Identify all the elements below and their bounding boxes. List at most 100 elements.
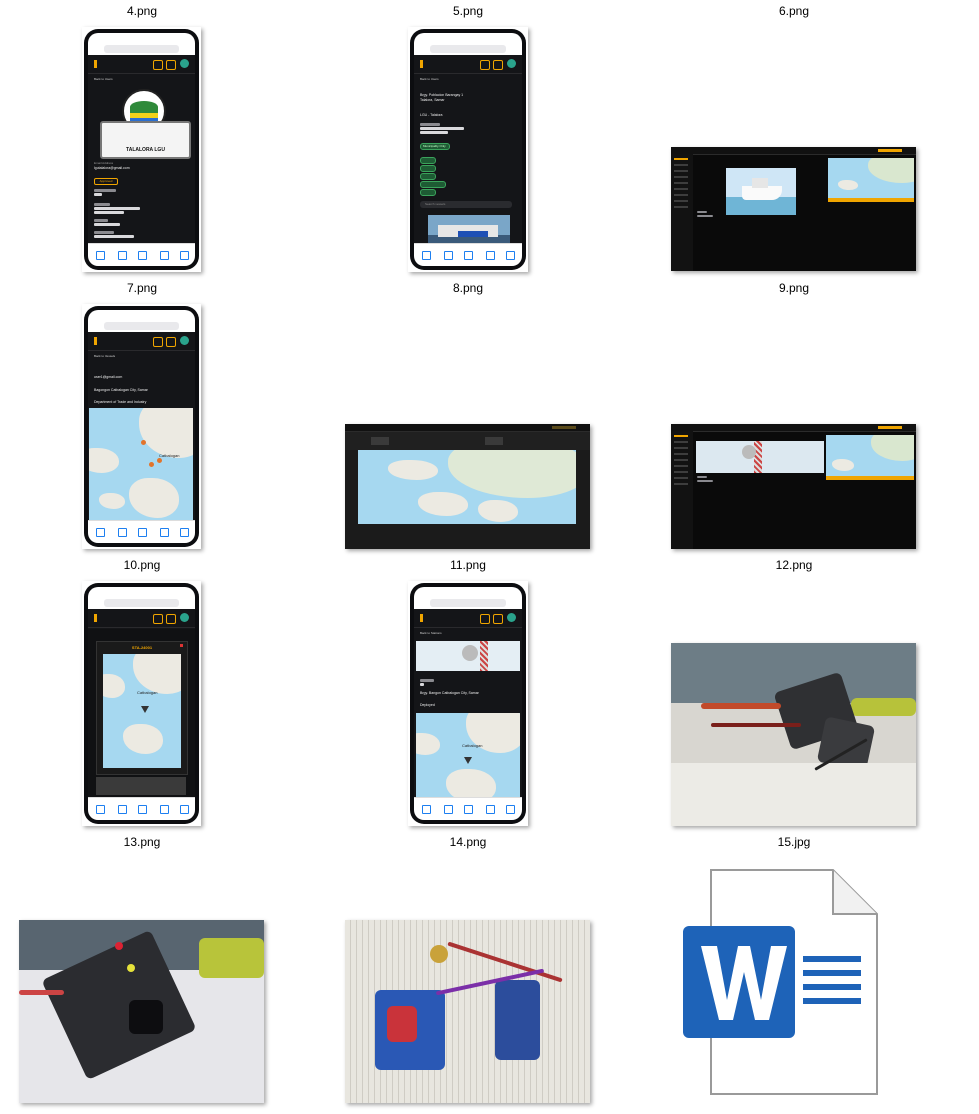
safari-toolbar <box>88 520 195 543</box>
thumbnail-10[interactable]: Back to Vessels user1@gmail.com Bagongon… <box>82 304 201 549</box>
tag-fishing <box>420 157 436 164</box>
email-value: user1@gmail.com <box>94 375 123 379</box>
phone-screen: STA-24001 Catbalogan <box>88 587 195 820</box>
safari-bar <box>414 587 522 609</box>
phone-screen: Back to Vessels user1@gmail.com Bagongon… <box>88 310 195 543</box>
vessel-map: Catbalogan <box>89 408 193 522</box>
email-label: Email Address <box>94 161 114 165</box>
app-header <box>414 609 522 628</box>
desktop-topbar <box>671 424 916 432</box>
safari-bar <box>414 33 522 55</box>
thumbnail-16[interactable] <box>19 920 264 1103</box>
file-label-11[interactable]: 11.png <box>450 558 486 572</box>
avatar <box>507 59 516 68</box>
search-input[interactable]: Search vessels <box>420 201 512 208</box>
safari-toolbar <box>88 797 195 820</box>
avatar <box>507 613 516 622</box>
thumbnail-17[interactable] <box>345 920 590 1103</box>
map-panel <box>826 435 914 476</box>
map-status-bar <box>826 476 914 480</box>
phone-screen: Back to Users Brgy. Poblacion Barangay 1… <box>414 33 522 266</box>
app-header <box>88 609 195 628</box>
thumbnail-8[interactable]: Back to Users Brgy. Poblacion Barangay 1… <box>408 27 528 272</box>
status-value: Deployed <box>420 703 435 707</box>
station-map: Catbalogan <box>103 654 181 768</box>
full-map <box>358 450 576 524</box>
address-block: Brgy. Poblacion Barangay 1 Talalora, Sam… <box>420 93 463 103</box>
map-place-label: Catbalogan <box>462 743 483 748</box>
station-map: Catbalogan <box>416 713 520 801</box>
map-place-label: Catbalogan <box>137 690 158 695</box>
agency-value: Department of Trade and Industry <box>94 400 147 404</box>
thumbnail-13[interactable]: STA-24001 Catbalogan <box>82 581 201 826</box>
avatar <box>180 336 189 345</box>
desktop-sidebar <box>671 431 693 549</box>
file-label-15[interactable]: 15.jpg <box>777 835 811 849</box>
back-link: Back to Vessels <box>94 354 116 358</box>
map-toolbar <box>345 432 590 450</box>
status-badge: Approved <box>94 178 118 185</box>
map-status-bar <box>828 198 914 202</box>
safari-bar <box>88 310 195 332</box>
back-link: Back to Users <box>420 77 439 81</box>
file-label-8[interactable]: 8.png <box>452 281 484 295</box>
map-panel <box>828 158 914 198</box>
app-header <box>88 55 195 74</box>
thumbnail-15[interactable] <box>671 643 916 826</box>
app-header <box>88 332 195 351</box>
vessel-marker[interactable] <box>141 440 146 445</box>
desktop-topbar <box>345 424 590 432</box>
tag-private <box>420 165 436 172</box>
tag-transportation <box>420 181 446 188</box>
thumbnail-strip <box>96 777 186 795</box>
address-value: Brgy. Bangon Catbalogan City, Samar <box>420 691 479 695</box>
station-photo <box>696 441 824 473</box>
file-label-7[interactable]: 7.png <box>126 281 158 295</box>
station-id: STA-24001 <box>131 645 153 650</box>
file-label-4[interactable]: 4.png <box>126 4 158 18</box>
app-header <box>414 55 522 74</box>
back-link: Back to Users <box>94 77 113 81</box>
back-link: Back to Stations <box>420 631 442 635</box>
file-label-14[interactable]: 14.png <box>449 835 487 849</box>
thumbnail-18[interactable] <box>683 868 879 1096</box>
thumbnail-7[interactable]: Back to Users TALALORA LGU Email Address… <box>82 27 201 272</box>
avatar <box>180 613 189 622</box>
thumbnail-11[interactable] <box>345 424 590 549</box>
station-photo <box>416 641 520 671</box>
address-line: Brgy. Poblacion Barangay 1 <box>420 93 464 97</box>
town-line: Talalora, Samar <box>420 98 445 102</box>
safari-bar <box>88 33 195 55</box>
file-label-13[interactable]: 13.png <box>123 835 161 849</box>
avatar <box>180 59 189 68</box>
desktop-topbar <box>671 147 916 155</box>
permission-text: Municipality Only <box>423 144 446 148</box>
file-label-12[interactable]: 12.png <box>775 558 813 572</box>
email-value: lgutalalora@gmail.com <box>94 166 130 170</box>
file-label-9[interactable]: 9.png <box>778 281 810 295</box>
station-popup: STA-24001 Catbalogan <box>96 641 188 775</box>
address-value: Bagongon Catbalogan City, Samar <box>94 388 148 392</box>
vessel-marker[interactable] <box>157 458 162 463</box>
station-pin-icon[interactable] <box>141 706 149 713</box>
phone-screen: Back to Stations Brgy. Bangon Catbalogan… <box>414 587 522 820</box>
thumbnail-12[interactable] <box>671 424 916 549</box>
file-label-5[interactable]: 5.png <box>452 4 484 18</box>
file-label-6[interactable]: 6.png <box>778 4 810 18</box>
safari-toolbar <box>88 243 195 266</box>
station-pin-icon[interactable] <box>464 757 472 764</box>
agency-value: LGU - Talalora <box>420 113 443 117</box>
permission-badge <box>420 143 450 150</box>
tag-cargo <box>420 189 436 196</box>
thumbnail-9[interactable] <box>671 147 916 271</box>
safari-toolbar <box>414 797 522 820</box>
map-place-label: Catbalogan <box>159 453 180 458</box>
safari-toolbar <box>414 243 522 266</box>
safari-bar <box>88 587 195 609</box>
close-icon[interactable] <box>180 644 183 647</box>
file-label-10[interactable]: 10.png <box>123 558 161 572</box>
vessel-marker[interactable] <box>149 462 154 467</box>
word-document-icon <box>683 869 878 1095</box>
thumbnail-14[interactable]: Back to Stations Brgy. Bangon Catbalogan… <box>408 581 528 826</box>
boat-photo <box>726 168 796 215</box>
